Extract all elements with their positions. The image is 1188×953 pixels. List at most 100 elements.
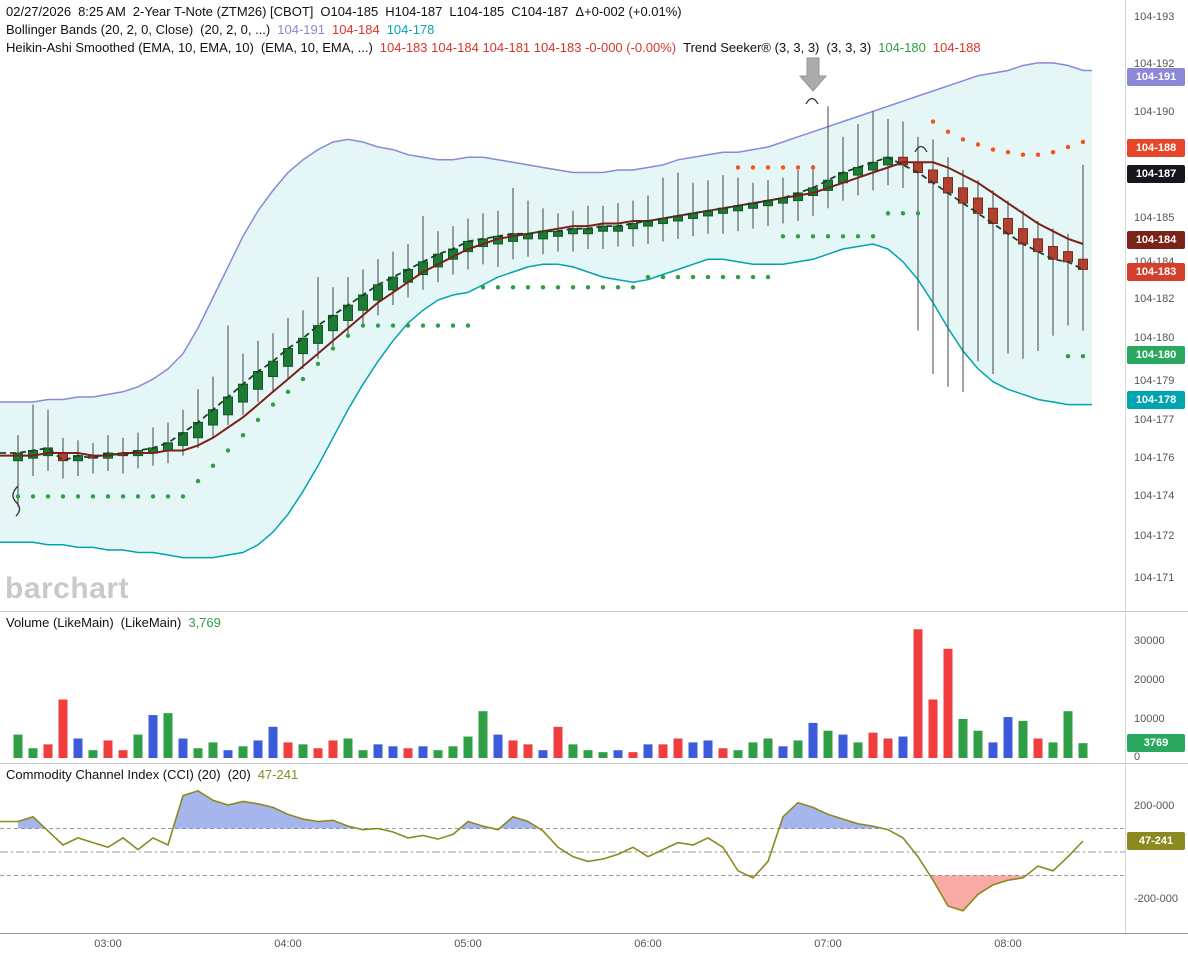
- cycle-arc-mark: [914, 145, 928, 153]
- trend-seeker-red-dot: [1080, 139, 1086, 145]
- trend-seeker-green-dot: [720, 274, 726, 280]
- heikin-ashi-candle: [238, 383, 248, 403]
- trend-seeker-green-dot: [60, 494, 66, 499]
- trend-seeker-green-dot: [915, 211, 921, 216]
- volume-bar: [28, 748, 38, 758]
- volume-bar: [193, 748, 203, 758]
- barchart-watermark: barchart: [5, 572, 130, 605]
- trend-seeker-red-dot: [765, 165, 771, 170]
- volume-bar: [883, 738, 893, 758]
- indicator-label[interactable]: Heikin-Ashi Smoothed (EMA, 10, EMA, 10): [6, 40, 254, 55]
- trend-seeker-green-dot: [165, 494, 171, 499]
- header-segment: 104-180: [878, 40, 926, 55]
- trend-seeker-green-dot: [360, 323, 366, 328]
- volume-bar: [103, 740, 113, 758]
- trend-seeker-green-dot: [240, 433, 246, 438]
- header-segment: Δ+0-002 (+0.01%): [575, 4, 682, 19]
- indicator-label[interactable]: Bollinger Bands (20, 2, 0, Close): [6, 22, 194, 37]
- trend-seeker-green-dot: [105, 494, 111, 499]
- trend-seeker-green-dot: [15, 494, 21, 499]
- heikin-ashi-candle: [253, 370, 263, 390]
- header-segment: (20): [227, 767, 251, 782]
- trend-seeker-green-dot: [840, 234, 846, 239]
- indicator-label[interactable]: Commodity Channel Index (CCI) (20): [6, 767, 221, 782]
- bollinger-upper-line: [0, 62, 1092, 403]
- trend-seeker-green-dot: [345, 333, 351, 338]
- header-segment: (EMA, 10, EMA, ...): [260, 40, 373, 55]
- trend-seeker-red-dot: [1020, 152, 1026, 157]
- trend-seeker-red-dot: [960, 137, 966, 142]
- heikin-ashi-candle: [208, 409, 218, 426]
- volume-bar: [148, 715, 158, 758]
- heikin-ashi-candle: [853, 166, 863, 176]
- trend-seeker-green-dot: [750, 274, 756, 280]
- volume-bar: [373, 744, 383, 758]
- volume-bar: [43, 744, 53, 758]
- trend-seeker-green-dot: [660, 274, 666, 280]
- heikin-ashi-candle: [973, 197, 983, 214]
- trend-seeker-green-dot: [135, 494, 141, 499]
- trend-seeker-red-dot: [780, 165, 786, 170]
- volume-bar: [463, 736, 473, 758]
- trend-seeker-red-dot: [945, 129, 951, 134]
- trend-seeker-green-dot: [765, 274, 771, 280]
- volume-bar: [793, 740, 803, 758]
- trend-seeker-green-dot: [45, 494, 51, 499]
- volume-bar: [88, 750, 98, 758]
- indicator-label[interactable]: Trend Seeker® (3, 3, 3): [683, 40, 820, 55]
- volume-bar: [598, 752, 608, 758]
- volume-bar: [268, 726, 278, 758]
- bollinger-fill: [0, 62, 1092, 558]
- trend-seeker-red-dot: [750, 165, 756, 170]
- heikin-ashi-candle: [988, 207, 998, 225]
- trend-seeker-green-dot: [420, 323, 426, 328]
- cci-oversold-fill: [930, 875, 1026, 911]
- trend-seeker-red-dot: [810, 165, 816, 170]
- trend-seeker-green-dot: [180, 494, 186, 499]
- volume-bar: [448, 746, 458, 758]
- heikin-ashi-candle: [1048, 246, 1058, 260]
- trend-seeker-green-dot: [435, 323, 441, 328]
- heikin-ashi-candle: [943, 177, 953, 194]
- cycle-arc-mark: [805, 97, 819, 105]
- trend-seeker-green-dot: [480, 285, 486, 290]
- heikin-ashi-candle: [358, 294, 368, 311]
- trend-seeker-green-dot: [375, 323, 381, 328]
- trend-seeker-green-dot: [510, 285, 516, 290]
- trend-seeker-green-dot: [195, 478, 201, 484]
- heikin-ashi-candle: [1033, 238, 1043, 253]
- trend-seeker-green-dot: [30, 494, 36, 499]
- heikin-ashi-candle: [388, 276, 398, 291]
- trend-seeker-green-dot: [315, 361, 321, 366]
- volume-bar: [763, 738, 773, 758]
- volume-bar: [433, 750, 443, 758]
- heikin-ashi-candle: [1018, 228, 1028, 245]
- trend-seeker-green-dot: [645, 274, 651, 280]
- trend-seeker-green-dot: [780, 234, 786, 239]
- trend-seeker-green-dot: [495, 285, 501, 290]
- trend-seeker-red-dot: [1050, 149, 1056, 155]
- trend-seeker-green-dot: [900, 211, 906, 216]
- main-volume-separator: [0, 611, 1188, 612]
- header-segment: 3,769: [188, 615, 221, 630]
- trend-seeker-red-dot: [930, 119, 936, 124]
- trend-seeker-green-dot: [690, 274, 696, 280]
- trend-seeker-green-dot: [585, 285, 591, 290]
- volume-bar: [928, 699, 938, 758]
- volume-bar: [733, 750, 743, 758]
- cci-overbought-fill: [18, 816, 46, 829]
- volume-bar: [988, 742, 998, 758]
- volume-bar: [1018, 720, 1028, 758]
- trend-seeker-red-dot: [1065, 144, 1071, 150]
- ha-smoothed-line: [0, 161, 1084, 457]
- trend-seeker-red-dot: [1035, 152, 1041, 157]
- volume-bar: [568, 744, 578, 758]
- heikin-ashi-candle: [958, 187, 968, 204]
- indicator-label[interactable]: Volume (LikeMain): [6, 615, 114, 630]
- volume-bar: [283, 742, 293, 758]
- volume-bar: [118, 750, 128, 758]
- trend-seeker-green-dot: [675, 274, 681, 280]
- header-segment: 8:25 AM: [78, 4, 126, 19]
